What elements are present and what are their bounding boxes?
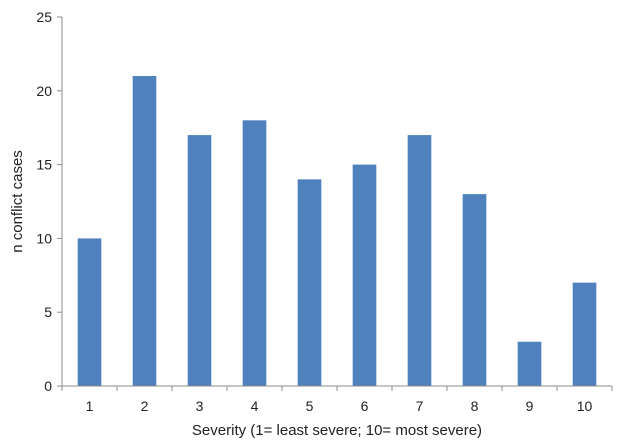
y-axis-ticks: 0 5 10 15 20 25 [36,9,62,394]
bar-1 [77,238,102,386]
x-tick-label: 10 [577,398,593,414]
bar-3 [187,135,212,386]
x-tick-label: 5 [306,398,314,414]
x-tick-label: 9 [526,398,534,414]
bar-5 [297,179,322,386]
bar-4 [242,120,267,386]
x-tick-label: 2 [141,398,149,414]
x-axis-ticks: 1 2 3 4 5 6 7 8 9 10 [61,386,613,414]
y-tick-label: 5 [44,304,52,320]
y-tick-label: 10 [36,230,52,246]
bar-9 [517,341,542,386]
x-tick-label: 4 [251,398,259,414]
bar-10 [572,282,597,386]
x-tick-label: 3 [196,398,204,414]
y-tick-label: 15 [36,157,52,173]
x-tick-label: 8 [471,398,479,414]
bar-2 [132,76,157,386]
y-tick-label: 25 [36,9,52,25]
bar-7 [407,135,432,386]
x-tick-label: 1 [86,398,94,414]
x-tick-label: 6 [361,398,369,414]
bar-6 [352,164,377,386]
y-axis-title: n conflict cases [9,150,26,253]
bar-8 [462,194,487,386]
y-tick-label: 20 [36,83,52,99]
x-tick-label: 7 [416,398,424,414]
bars-group [77,76,597,386]
x-axis-title: Severity (1= least severe; 10= most seve… [192,422,482,439]
y-tick-label: 0 [44,378,52,394]
